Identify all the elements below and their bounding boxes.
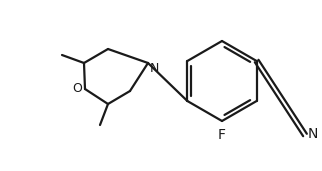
Text: F: F bbox=[218, 128, 226, 142]
Text: N: N bbox=[150, 62, 159, 75]
Text: N: N bbox=[308, 127, 318, 141]
Text: O: O bbox=[72, 82, 82, 95]
